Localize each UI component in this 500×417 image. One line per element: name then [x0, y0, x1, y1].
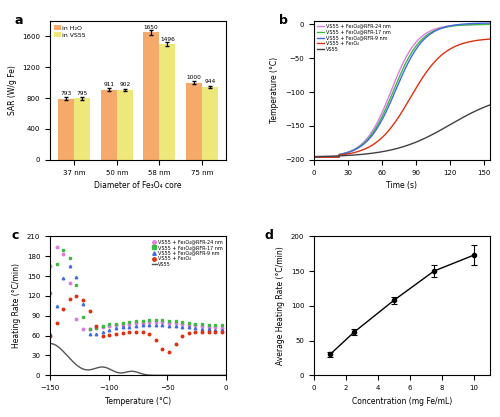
- VS55 + Fe₃O₄@RFR-17 nm: [47, 291, 53, 296]
- Text: 1650: 1650: [144, 25, 158, 30]
- Y-axis label: SAR (W/g Fe): SAR (W/g Fe): [8, 65, 16, 115]
- Y-axis label: Heating Rate (°C/min): Heating Rate (°C/min): [12, 263, 21, 348]
- VS55 + Fe₃O₄@RFR-9 nm: [180, 324, 186, 329]
- VS55 + Fe₃O₄@RFR-9 nm: [223, 327, 229, 332]
- VS55 + Fe₃O₄@RFR-9 nm: [199, 326, 205, 331]
- Bar: [160, 44, 176, 160]
- VS55 + Fe₃O₄@RFR-17 nm: [160, 318, 166, 323]
- Text: 902: 902: [119, 83, 130, 88]
- VS55 + Fe₃O₄@RFR-17 nm: [199, 322, 205, 327]
- VS55 + Fe₃O₄: [181, 332, 187, 337]
- VS55: [159, 373, 165, 378]
- VS55: [47, 341, 53, 346]
- VS55 + Fe₃O₄@RFR-9 nm: [58, 284, 64, 289]
- VS55: [149, 373, 155, 378]
- VS55: [154, 373, 160, 378]
- VS55 + Fe₃O₄@RFR-17 nm: [82, 327, 88, 332]
- Text: 1000: 1000: [186, 75, 201, 80]
- Text: b: b: [279, 14, 287, 27]
- VS55 + Fe₃O₄@RFR-24 nm: [223, 326, 229, 331]
- VS55 + Fe₃O₄@RFR-24 nm: [150, 320, 156, 325]
- VS55 + Fe₃O₄: [154, 339, 160, 344]
- Line: VS55 + Fe₃O₄@RFR-24 nm: VS55 + Fe₃O₄@RFR-24 nm: [49, 245, 227, 330]
- VS55 + Fe₃O₄: [160, 346, 166, 351]
- VS55 + Fe₃O₄@RFR-17 nm: [150, 318, 156, 323]
- VS55 + Fe₃O₄: [199, 330, 205, 335]
- Legend: in H₂O, in VS55: in H₂O, in VS55: [53, 24, 88, 39]
- VS55 + Fe₃O₄@RFR-9 nm: [47, 332, 53, 337]
- X-axis label: Concentration (mg Fe/mL): Concentration (mg Fe/mL): [352, 397, 452, 406]
- VS55 + Fe₃O₄@RFR-17 nm: [58, 250, 64, 255]
- Bar: [186, 83, 202, 160]
- Text: 793: 793: [60, 91, 72, 96]
- Bar: [100, 90, 116, 160]
- VS55 + Fe₃O₄@RFR-17 nm: [181, 320, 187, 325]
- VS55 + Fe₃O₄@RFR-24 nm: [154, 320, 160, 325]
- Bar: [202, 87, 218, 160]
- VS55 + Fe₃O₄@RFR-17 nm: [223, 323, 229, 328]
- Line: VS55 + Fe₃O₄@RFR-9 nm: VS55 + Fe₃O₄@RFR-9 nm: [49, 265, 227, 336]
- VS55 + Fe₃O₄@RFR-9 nm: [154, 322, 160, 327]
- X-axis label: Temperature (°C): Temperature (°C): [105, 397, 171, 406]
- Y-axis label: Average Heating Rate (°C/min): Average Heating Rate (°C/min): [276, 246, 285, 365]
- VS55 + Fe₃O₄@RFR-17 nm: [61, 247, 67, 252]
- VS55 + Fe₃O₄@RFR-9 nm: [67, 264, 73, 269]
- Line: VS55: VS55: [50, 344, 226, 375]
- Text: 911: 911: [103, 82, 114, 87]
- Legend: VS55 + Fe₃O₄@RFR-24 nm, VS55 + Fe₃O₄@RFR-17 nm, VS55 + Fe₃O₄@RFR-9 nm, VS55 + Fe: VS55 + Fe₃O₄@RFR-24 nm, VS55 + Fe₃O₄@RFR…: [316, 23, 391, 52]
- VS55 + Fe₃O₄@RFR-9 nm: [160, 323, 166, 328]
- VS55 + Fe₃O₄: [164, 349, 170, 354]
- Bar: [58, 98, 74, 160]
- VS55 + Fe₃O₄@RFR-24 nm: [58, 246, 64, 251]
- Text: a: a: [15, 14, 24, 27]
- VS55 + Fe₃O₄@RFR-24 nm: [55, 244, 61, 249]
- VS55 + Fe₃O₄: [73, 294, 79, 299]
- Bar: [74, 98, 90, 160]
- VS55 + Fe₃O₄@RFR-17 nm: [154, 318, 160, 323]
- VS55 + Fe₃O₄@RFR-24 nm: [199, 324, 205, 329]
- VS55 + Fe₃O₄@RFR-24 nm: [76, 327, 82, 332]
- VS55 + Fe₃O₄@RFR-24 nm: [160, 320, 166, 325]
- Text: d: d: [264, 229, 274, 242]
- Bar: [116, 90, 133, 160]
- VS55 + Fe₃O₄@RFR-9 nm: [150, 322, 156, 327]
- VS55: [198, 373, 204, 378]
- Text: c: c: [12, 229, 18, 242]
- Line: VS55 + Fe₃O₄: VS55 + Fe₃O₄: [49, 295, 227, 353]
- VS55 + Fe₃O₄@RFR-24 nm: [47, 264, 53, 269]
- Text: 944: 944: [204, 79, 216, 84]
- Text: 795: 795: [76, 91, 88, 96]
- VS55 + Fe₃O₄@RFR-24 nm: [181, 322, 187, 327]
- Legend: VS55 + Fe₃O₄@RFR-24 nm, VS55 + Fe₃O₄@RFR-17 nm, VS55 + Fe₃O₄@RFR-9 nm, VS55 + Fe: VS55 + Fe₃O₄@RFR-24 nm, VS55 + Fe₃O₄@RFR…: [152, 239, 224, 268]
- Text: 1496: 1496: [160, 37, 174, 42]
- Bar: [143, 33, 160, 160]
- X-axis label: Time (s): Time (s): [386, 181, 418, 190]
- VS55 + Fe₃O₄: [47, 333, 53, 338]
- VS55 + Fe₃O₄: [223, 330, 229, 335]
- VS55 + Fe₃O₄: [58, 311, 64, 316]
- VS55 + Fe₃O₄: [150, 334, 156, 339]
- VS55: [58, 347, 64, 352]
- VS55: [223, 373, 229, 378]
- Y-axis label: Temperature (°C): Temperature (°C): [270, 57, 280, 123]
- X-axis label: Diameter of Fe₃O₄ core: Diameter of Fe₃O₄ core: [94, 181, 182, 190]
- Line: VS55 + Fe₃O₄@RFR-17 nm: VS55 + Fe₃O₄@RFR-17 nm: [49, 248, 227, 330]
- VS55: [180, 373, 186, 378]
